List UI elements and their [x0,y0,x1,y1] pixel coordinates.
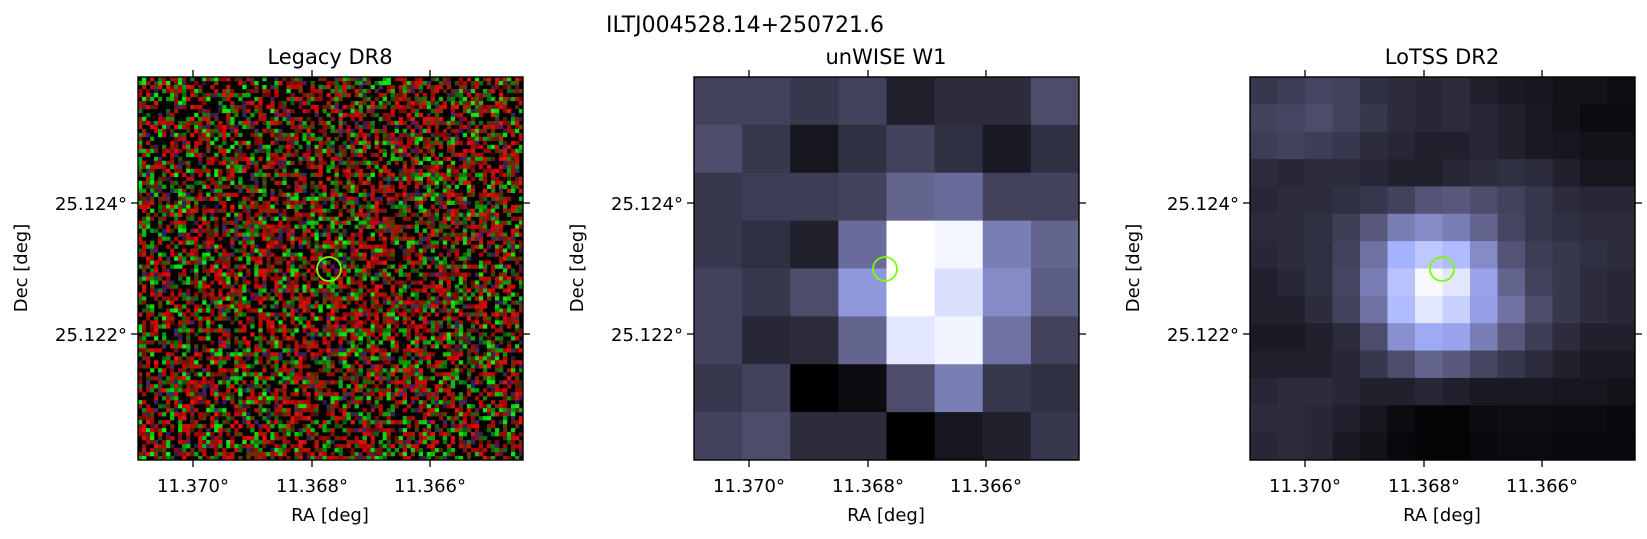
figure-title: ILTJ004528.14+250721.6 [606,13,884,38]
source-marker-circle [316,256,342,282]
x-tick-label: 11.370° [713,476,785,497]
x-tick-label: 11.368° [1388,476,1460,497]
image-unwise [694,77,1080,461]
x-tick-label: 11.370° [157,476,229,497]
y-tick-label: 25.122° [1167,325,1239,346]
x-tick-label: 11.366° [394,476,466,497]
x-tick-label: 11.370° [1269,476,1341,497]
image-legacy [138,77,524,461]
x-tick-label: 11.366° [950,476,1022,497]
axes-frame [137,76,524,461]
panel-title: LoTSS DR2 [1385,45,1499,69]
y-tick-label: 25.124° [1167,194,1239,215]
x-tick-label: 11.366° [1506,476,1578,497]
x-axis-label: RA [deg] [847,505,925,526]
panel-title: unWISE W1 [826,45,947,69]
source-marker-circle [872,256,898,282]
y-axis-label: Dec [deg] [567,224,588,313]
axes-frame [693,76,1080,461]
panel-title: Legacy DR8 [267,45,392,69]
y-axis-label: Dec [deg] [11,224,32,313]
x-tick-label: 11.368° [832,476,904,497]
panel-legacy-dr8: Legacy DR8 RA [deg] Dec [deg] 11.370° 11… [11,45,530,526]
y-tick-label: 25.122° [611,325,683,346]
source-marker-circle [1429,256,1455,282]
x-axis-label: RA [deg] [1403,505,1481,526]
y-axis-label: Dec [deg] [1123,224,1144,313]
image-lotss [1250,77,1636,461]
x-axis-label: RA [deg] [291,505,369,526]
axes-frame [1249,76,1636,461]
y-tick-label: 25.124° [611,194,683,215]
y-tick-label: 25.122° [55,325,127,346]
panel-lotss-dr2: LoTSS DR2 RA [deg] Dec [deg] 11.370° 11.… [1123,45,1642,526]
panel-unwise-w1: unWISE W1 RA [deg] Dec [deg] 11.370° 11.… [567,45,1086,526]
y-tick-label: 25.124° [55,194,127,215]
x-tick-label: 11.368° [276,476,348,497]
